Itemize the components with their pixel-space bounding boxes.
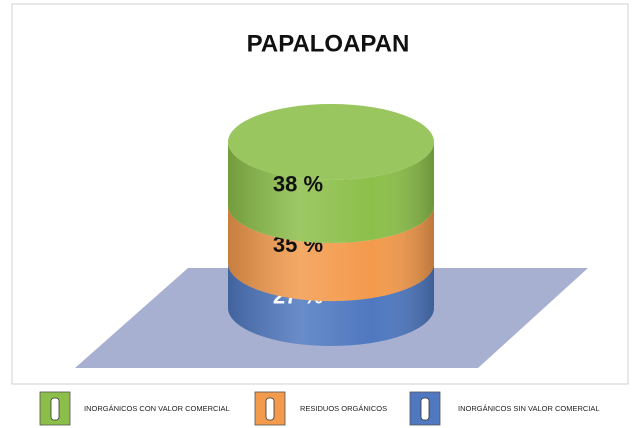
legend-icon-glyph: [265, 397, 275, 421]
value-label: 38 %: [273, 171, 323, 196]
legend-label: INORGÁNICOS CON VALOR COMERCIAL: [84, 404, 230, 413]
legend-icon-glyph: [420, 397, 430, 421]
cylinder-top: [228, 104, 434, 180]
segment-shading: [228, 205, 434, 302]
legend-label: INORGÁNICOS SIN VALOR COMERCIAL: [458, 404, 600, 413]
legend-icon-glyph: [50, 397, 60, 421]
cylinder-top-highlight: [228, 104, 434, 180]
segment-shading: [228, 263, 434, 346]
legend: INORGÁNICOS CON VALOR COMERCIAL RESIDUOS …: [39, 391, 600, 426]
legend-label: RESIDUOS ORGÁNICOS: [300, 404, 387, 413]
chart-title: PAPALOAPAN: [247, 30, 410, 57]
segment-shading: [228, 142, 434, 244]
